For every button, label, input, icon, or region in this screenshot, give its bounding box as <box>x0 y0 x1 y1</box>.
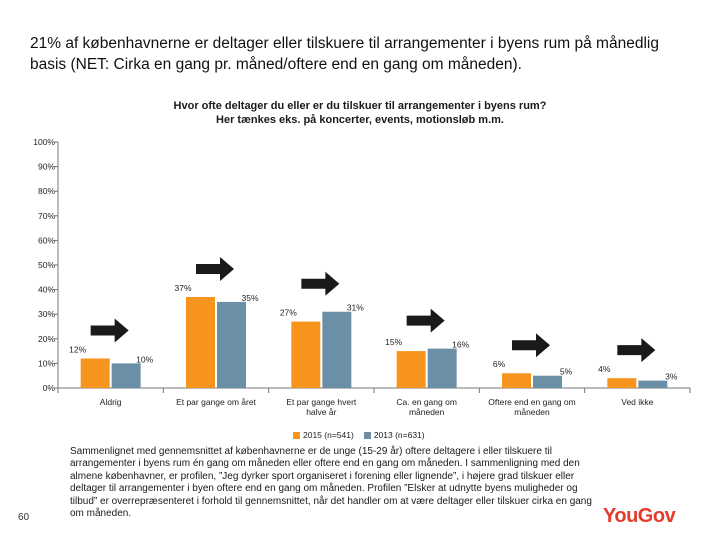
bar-2015 <box>396 351 426 388</box>
y-tick-label: 70% <box>38 211 55 221</box>
bar-2013 <box>533 375 562 388</box>
trend-arrow-icon <box>90 318 129 343</box>
trend-arrow-icon <box>196 256 234 281</box>
category-label: måneden <box>409 407 445 417</box>
bar-2015 <box>80 358 110 388</box>
legend-item-2013: 2013 (n=631) <box>363 430 425 440</box>
data-label: 15% <box>385 337 402 347</box>
trend-arrow-icon <box>301 271 340 296</box>
legend-label-2013: 2013 (n=631) <box>373 430 425 440</box>
data-label: 3% <box>665 372 678 382</box>
category-label: Oftere end en gang om <box>488 397 575 407</box>
data-label: 27% <box>280 308 297 318</box>
y-tick-label: 90% <box>38 162 55 172</box>
category-label: halve år <box>306 407 336 417</box>
legend-swatch-2015 <box>293 431 300 439</box>
y-tick-label: 80% <box>38 186 55 196</box>
bar-2013 <box>427 348 457 388</box>
data-label: 10% <box>136 354 153 364</box>
category-label: Ved ikke <box>621 397 653 407</box>
data-label: 6% <box>493 359 506 369</box>
data-label: 12% <box>69 344 86 354</box>
data-label: 5% <box>560 367 573 377</box>
category-label: Ca. en gang om <box>396 397 456 407</box>
data-label: 31% <box>347 303 364 313</box>
y-tick-label: 20% <box>38 334 55 344</box>
y-tick-label: 50% <box>38 260 55 270</box>
bar-2013 <box>638 380 668 388</box>
data-label: 16% <box>452 340 469 350</box>
y-tick-label: 0% <box>43 383 56 393</box>
bar-2015 <box>186 296 215 388</box>
y-tick-label: 60% <box>38 235 55 245</box>
yougov-logo: YouGov <box>603 505 676 527</box>
trend-arrow-icon <box>406 308 445 333</box>
slide-headline: 21% af københavnerne er deltager eller t… <box>30 35 659 73</box>
page-number: 60 <box>18 512 30 523</box>
chart-legend: 2015 (n=541) 2013 (n=631) <box>293 430 425 440</box>
y-tick-label: 100% <box>33 137 55 147</box>
data-label: 37% <box>174 283 191 293</box>
category-label: Et par gange om året <box>176 397 256 407</box>
y-tick-label: 10% <box>38 358 55 368</box>
bar-chart: 0% 10% 20% 30% 40% 50% 60% 70% 80% 90% 100% 12% 10% A… <box>33 137 691 417</box>
y-tick-label: 30% <box>38 309 55 319</box>
bar-2015 <box>291 321 321 388</box>
data-label: 35% <box>241 293 258 303</box>
category-label: Et par gange hvert <box>286 397 357 407</box>
trend-arrow-icon <box>512 333 550 358</box>
chart-title-line-2: Her tænkes eks. på koncerter, events, mo… <box>216 114 504 126</box>
y-tick-label: 40% <box>38 285 55 295</box>
chart-title-line-1: Hvor ofte deltager du eller er du tilsku… <box>173 100 547 112</box>
data-label: 4% <box>598 364 611 374</box>
bar-2013 <box>217 301 246 388</box>
bar-2013 <box>322 311 352 388</box>
trend-arrow-icon <box>617 338 656 363</box>
category-label: Aldrig <box>100 397 122 407</box>
bar-2013 <box>111 363 141 388</box>
bar-2015 <box>502 373 531 388</box>
bar-2015 <box>607 378 637 388</box>
legend-label-2015: 2015 (n=541) <box>303 430 354 440</box>
category-label: måneden <box>514 407 550 417</box>
legend-item-2015: 2015 (n=541) <box>293 430 354 440</box>
chart-title: Hvor ofte deltager du eller er du tilsku… <box>120 99 600 127</box>
legend-swatch-2013 <box>363 431 371 439</box>
summary-text: Sammenlignet med gennemsnittet af københ… <box>70 446 592 520</box>
